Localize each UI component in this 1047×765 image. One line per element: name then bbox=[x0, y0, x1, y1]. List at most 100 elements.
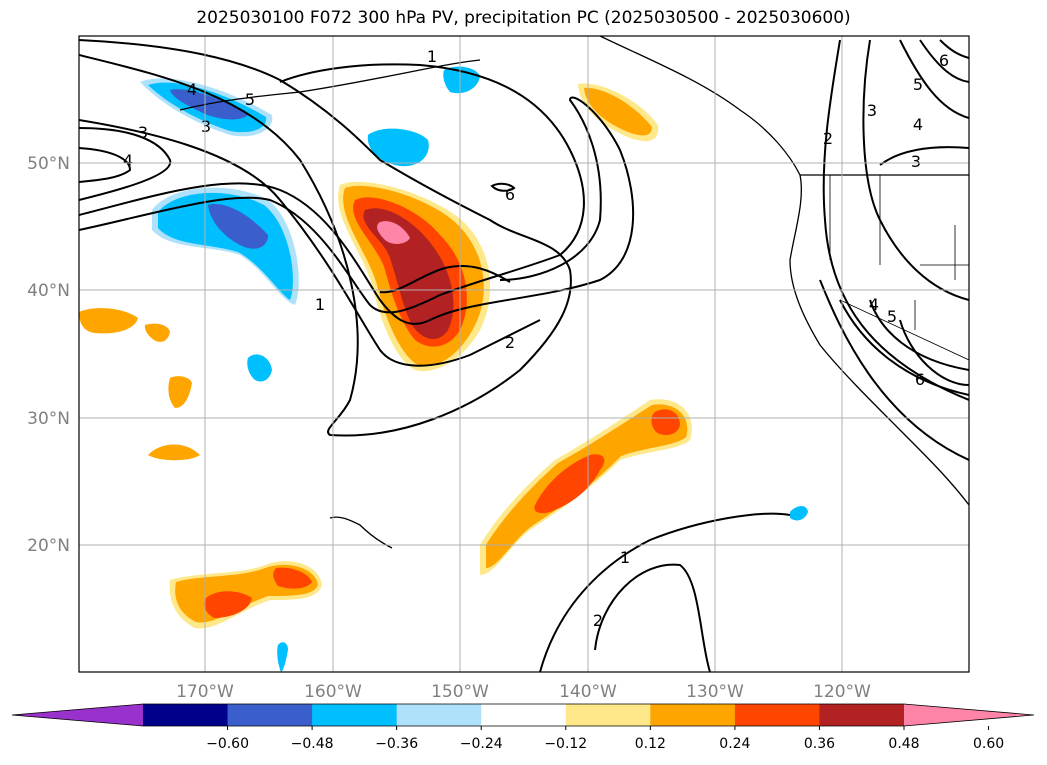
pv-contour-east-6 bbox=[939, 39, 969, 59]
precip-negative-blob-w-dark bbox=[208, 204, 268, 249]
map-frame bbox=[78, 35, 970, 673]
contour-label: 6 bbox=[939, 51, 949, 70]
contour-label: 5 bbox=[913, 75, 923, 94]
pv-contour-inner-a bbox=[79, 96, 635, 325]
lon-tick-label: 120°W bbox=[813, 682, 871, 702]
precip-negative-blob-e bbox=[790, 506, 808, 521]
map-panel bbox=[79, 36, 969, 672]
lon-tick-label: 150°W bbox=[431, 682, 489, 702]
contour-label: 1 bbox=[620, 548, 630, 567]
contour-labels: 5 4 3 3 4 1 1 6 2 1 2 2 3 5 4 3 6 4 5 6 bbox=[123, 47, 949, 630]
precip-negative-blob-s2 bbox=[277, 642, 288, 672]
precip-negative-blob-w bbox=[158, 192, 293, 300]
colorbar-tick-label: −0.24 bbox=[460, 736, 503, 752]
contour-label: 5 bbox=[887, 307, 897, 326]
pv-contour-east-low-3 bbox=[819, 279, 969, 461]
lon-tick-label: 160°W bbox=[304, 682, 362, 702]
colorbar-bin bbox=[312, 704, 398, 726]
contour-label: 1 bbox=[315, 295, 325, 314]
pv-contour-east-4 bbox=[899, 39, 969, 119]
colorbar-extend-low bbox=[12, 704, 143, 726]
precip-positive-blob-w2 bbox=[144, 323, 170, 342]
colorbar-tick-label: −0.48 bbox=[291, 736, 334, 752]
contour-label: 6 bbox=[915, 370, 925, 389]
contour-label: 2 bbox=[823, 129, 833, 148]
pv-contour-inner-b bbox=[79, 63, 585, 314]
lon-tick-label: 170°W bbox=[176, 682, 234, 702]
pv-contour-east-low-6 bbox=[899, 319, 969, 386]
lon-tick-label: 130°W bbox=[686, 682, 744, 702]
colorbar-bin bbox=[143, 704, 229, 726]
pv-contour-east-3b bbox=[879, 146, 969, 166]
colorbar-tick-label: −0.12 bbox=[544, 736, 587, 752]
precip-positive-blob-main-pink bbox=[377, 221, 410, 244]
contour-label: 6 bbox=[505, 185, 515, 204]
colorbar-bin bbox=[396, 704, 482, 726]
contour-label: 5 bbox=[245, 90, 255, 109]
pv-contour-east-5 bbox=[919, 39, 969, 83]
pv-contour-ridge-1 bbox=[539, 512, 791, 672]
hawaiian-islands bbox=[329, 516, 393, 549]
colorbar-tick-label: 0.48 bbox=[888, 736, 919, 752]
lon-tick-labels: 170°W 160°W 150°W 140°W 130°W 120°W bbox=[176, 682, 871, 702]
pv-contour-4 bbox=[79, 147, 132, 183]
contour-label: 4 bbox=[187, 80, 197, 99]
coastlines bbox=[179, 36, 969, 549]
colorbar-bin bbox=[227, 704, 313, 726]
precip-positive-blob-w4 bbox=[148, 444, 200, 461]
contour-label: 2 bbox=[593, 611, 603, 630]
contour-label: 3 bbox=[138, 123, 148, 142]
figure-title: 2025030100 F072 300 hPa PV, precipitatio… bbox=[196, 8, 851, 28]
state-lines bbox=[829, 175, 969, 361]
precip-negative-blob-c bbox=[367, 128, 429, 167]
contour-label: 4 bbox=[123, 151, 133, 170]
contour-label: 2 bbox=[505, 333, 515, 352]
colorbar-tick-label: 0.36 bbox=[804, 736, 835, 752]
precip-positive-blob-w3 bbox=[168, 376, 192, 408]
contour-label: 4 bbox=[913, 115, 923, 134]
colorbar-bin bbox=[650, 704, 736, 726]
pv-contour-east-low-5 bbox=[869, 299, 969, 371]
pv-contour-1-west bbox=[79, 39, 572, 437]
precip-shading bbox=[79, 66, 808, 672]
pv-contour-east-2 bbox=[822, 39, 969, 401]
colorbar: −0.60 −0.48 −0.36 −0.24 −0.12 0.12 0.24 0.36 0.4… bbox=[11, 703, 1035, 752]
colorbar-tick-label: 0.60 bbox=[973, 736, 1004, 752]
gridlines bbox=[79, 36, 969, 672]
pv-contour-3 bbox=[79, 127, 172, 201]
precip-positive-blob-sw-red2 bbox=[273, 567, 312, 589]
lat-tick-label: 50°N bbox=[27, 154, 70, 174]
contour-label: 1 bbox=[427, 47, 437, 66]
contour-label: 3 bbox=[867, 101, 877, 120]
precip-positive-band-red bbox=[534, 454, 605, 514]
colorbar-bin bbox=[481, 704, 567, 726]
lat-tick-label: 20°N bbox=[27, 536, 70, 556]
lat-tick-label: 40°N bbox=[27, 281, 70, 301]
contour-label: 3 bbox=[911, 152, 921, 171]
contour-label: 3 bbox=[201, 117, 211, 136]
precip-negative-blob-s1 bbox=[247, 354, 272, 382]
colorbar-extend-high bbox=[904, 704, 1034, 726]
colorbar-bin bbox=[734, 704, 820, 726]
pv-contour-east-low-4 bbox=[839, 299, 969, 396]
colorbar-tick-label: −0.36 bbox=[375, 736, 418, 752]
colorbar-bin bbox=[565, 704, 651, 726]
pv-contour-ridge-2 bbox=[594, 563, 711, 672]
pv-contour-2 bbox=[79, 119, 541, 367]
pv-contour-inner-c bbox=[379, 264, 511, 294]
contour-label: 4 bbox=[869, 295, 879, 314]
precip-positive-blob-ne-orange bbox=[584, 87, 652, 136]
coastline-north-america bbox=[599, 36, 969, 506]
pv-contours bbox=[79, 39, 969, 672]
precip-positive-band-red2 bbox=[651, 409, 680, 436]
colorbar-outline bbox=[11, 703, 1035, 727]
precip-positive-blob-w1 bbox=[79, 308, 138, 334]
lat-tick-label: 30°N bbox=[27, 409, 70, 429]
colorbar-tick-label: −0.60 bbox=[206, 736, 249, 752]
precip-positive-blob-sw-red bbox=[204, 591, 252, 618]
lat-tick-labels: 50°N 40°N 30°N 20°N bbox=[27, 154, 70, 556]
precip-positive-blob-main-dark bbox=[363, 208, 454, 340]
colorbar-tick-label: 0.24 bbox=[719, 736, 750, 752]
pv-contour-6 bbox=[490, 182, 516, 192]
